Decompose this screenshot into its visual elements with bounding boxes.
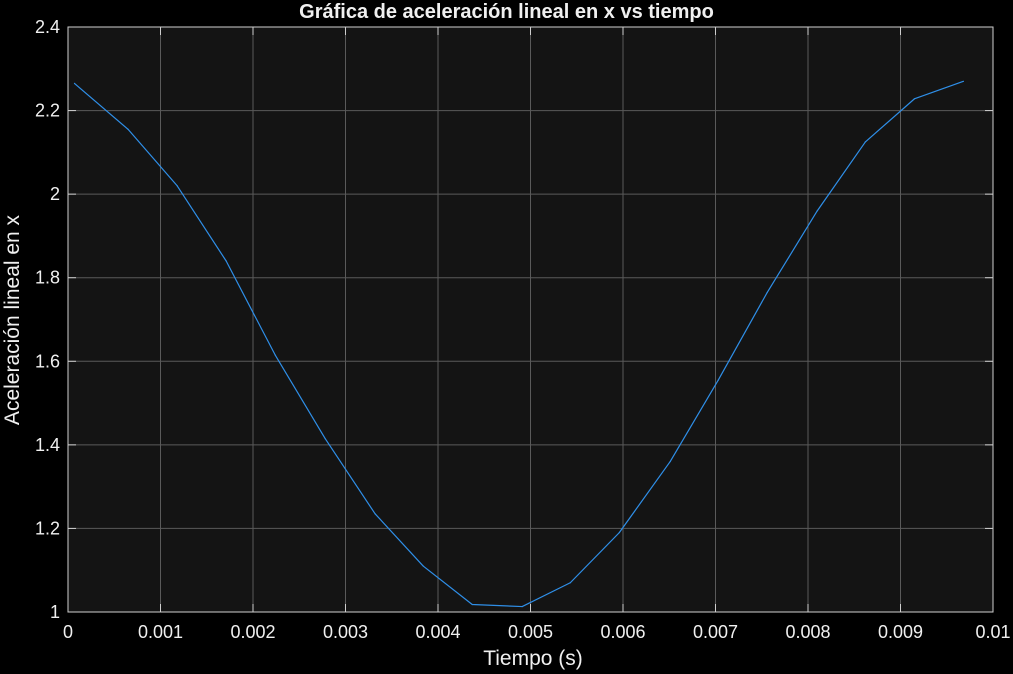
- y-tick-label: 2.4: [35, 17, 60, 37]
- y-tick-label: 1.2: [35, 518, 60, 538]
- x-tick-label: 0.003: [323, 622, 368, 642]
- data-point: [374, 513, 376, 515]
- data-point: [73, 82, 76, 85]
- x-axis-label: Tiempo (s): [483, 647, 583, 670]
- chart-title: Gráfica de aceleración lineal en x vs ti…: [299, 1, 714, 23]
- data-point: [422, 565, 424, 567]
- data-point: [127, 128, 129, 130]
- x-tick-label: 0.008: [785, 622, 830, 642]
- x-tick-label: 0: [63, 622, 73, 642]
- x-tick-label: 0.001: [138, 622, 183, 642]
- x-tick-label: 0.004: [415, 622, 460, 642]
- y-tick-label: 1.4: [35, 435, 60, 455]
- y-tick-label: 1.8: [35, 268, 60, 288]
- y-tick-label: 1.6: [35, 351, 60, 371]
- x-tick-label: 0.006: [600, 622, 645, 642]
- x-tick-label: 0.005: [508, 622, 553, 642]
- data-point: [521, 605, 523, 608]
- data-point: [816, 210, 818, 212]
- data-point: [225, 260, 227, 262]
- data-point: [913, 98, 915, 100]
- data-point: [717, 379, 719, 381]
- x-tick-label: 0.002: [230, 622, 275, 642]
- data-point: [471, 603, 473, 606]
- y-axis-label: Aceleración lineal en x: [1, 214, 24, 426]
- y-tick-label: 2.2: [35, 101, 60, 121]
- data-point: [962, 80, 965, 82]
- data-point: [864, 141, 866, 143]
- y-tick-label: 1: [50, 602, 60, 622]
- data-point: [274, 354, 276, 356]
- x-tick-label: 0.009: [878, 622, 923, 642]
- data-point: [324, 437, 326, 440]
- x-tick-label: 0.01: [975, 622, 1010, 642]
- y-tick-label: 2: [50, 184, 60, 204]
- data-point: [176, 185, 178, 187]
- x-tick-label: 0.007: [693, 622, 738, 642]
- data-point: [669, 460, 671, 463]
- data-point: [569, 582, 571, 584]
- data-point: [766, 291, 768, 293]
- data-point: [618, 532, 620, 534]
